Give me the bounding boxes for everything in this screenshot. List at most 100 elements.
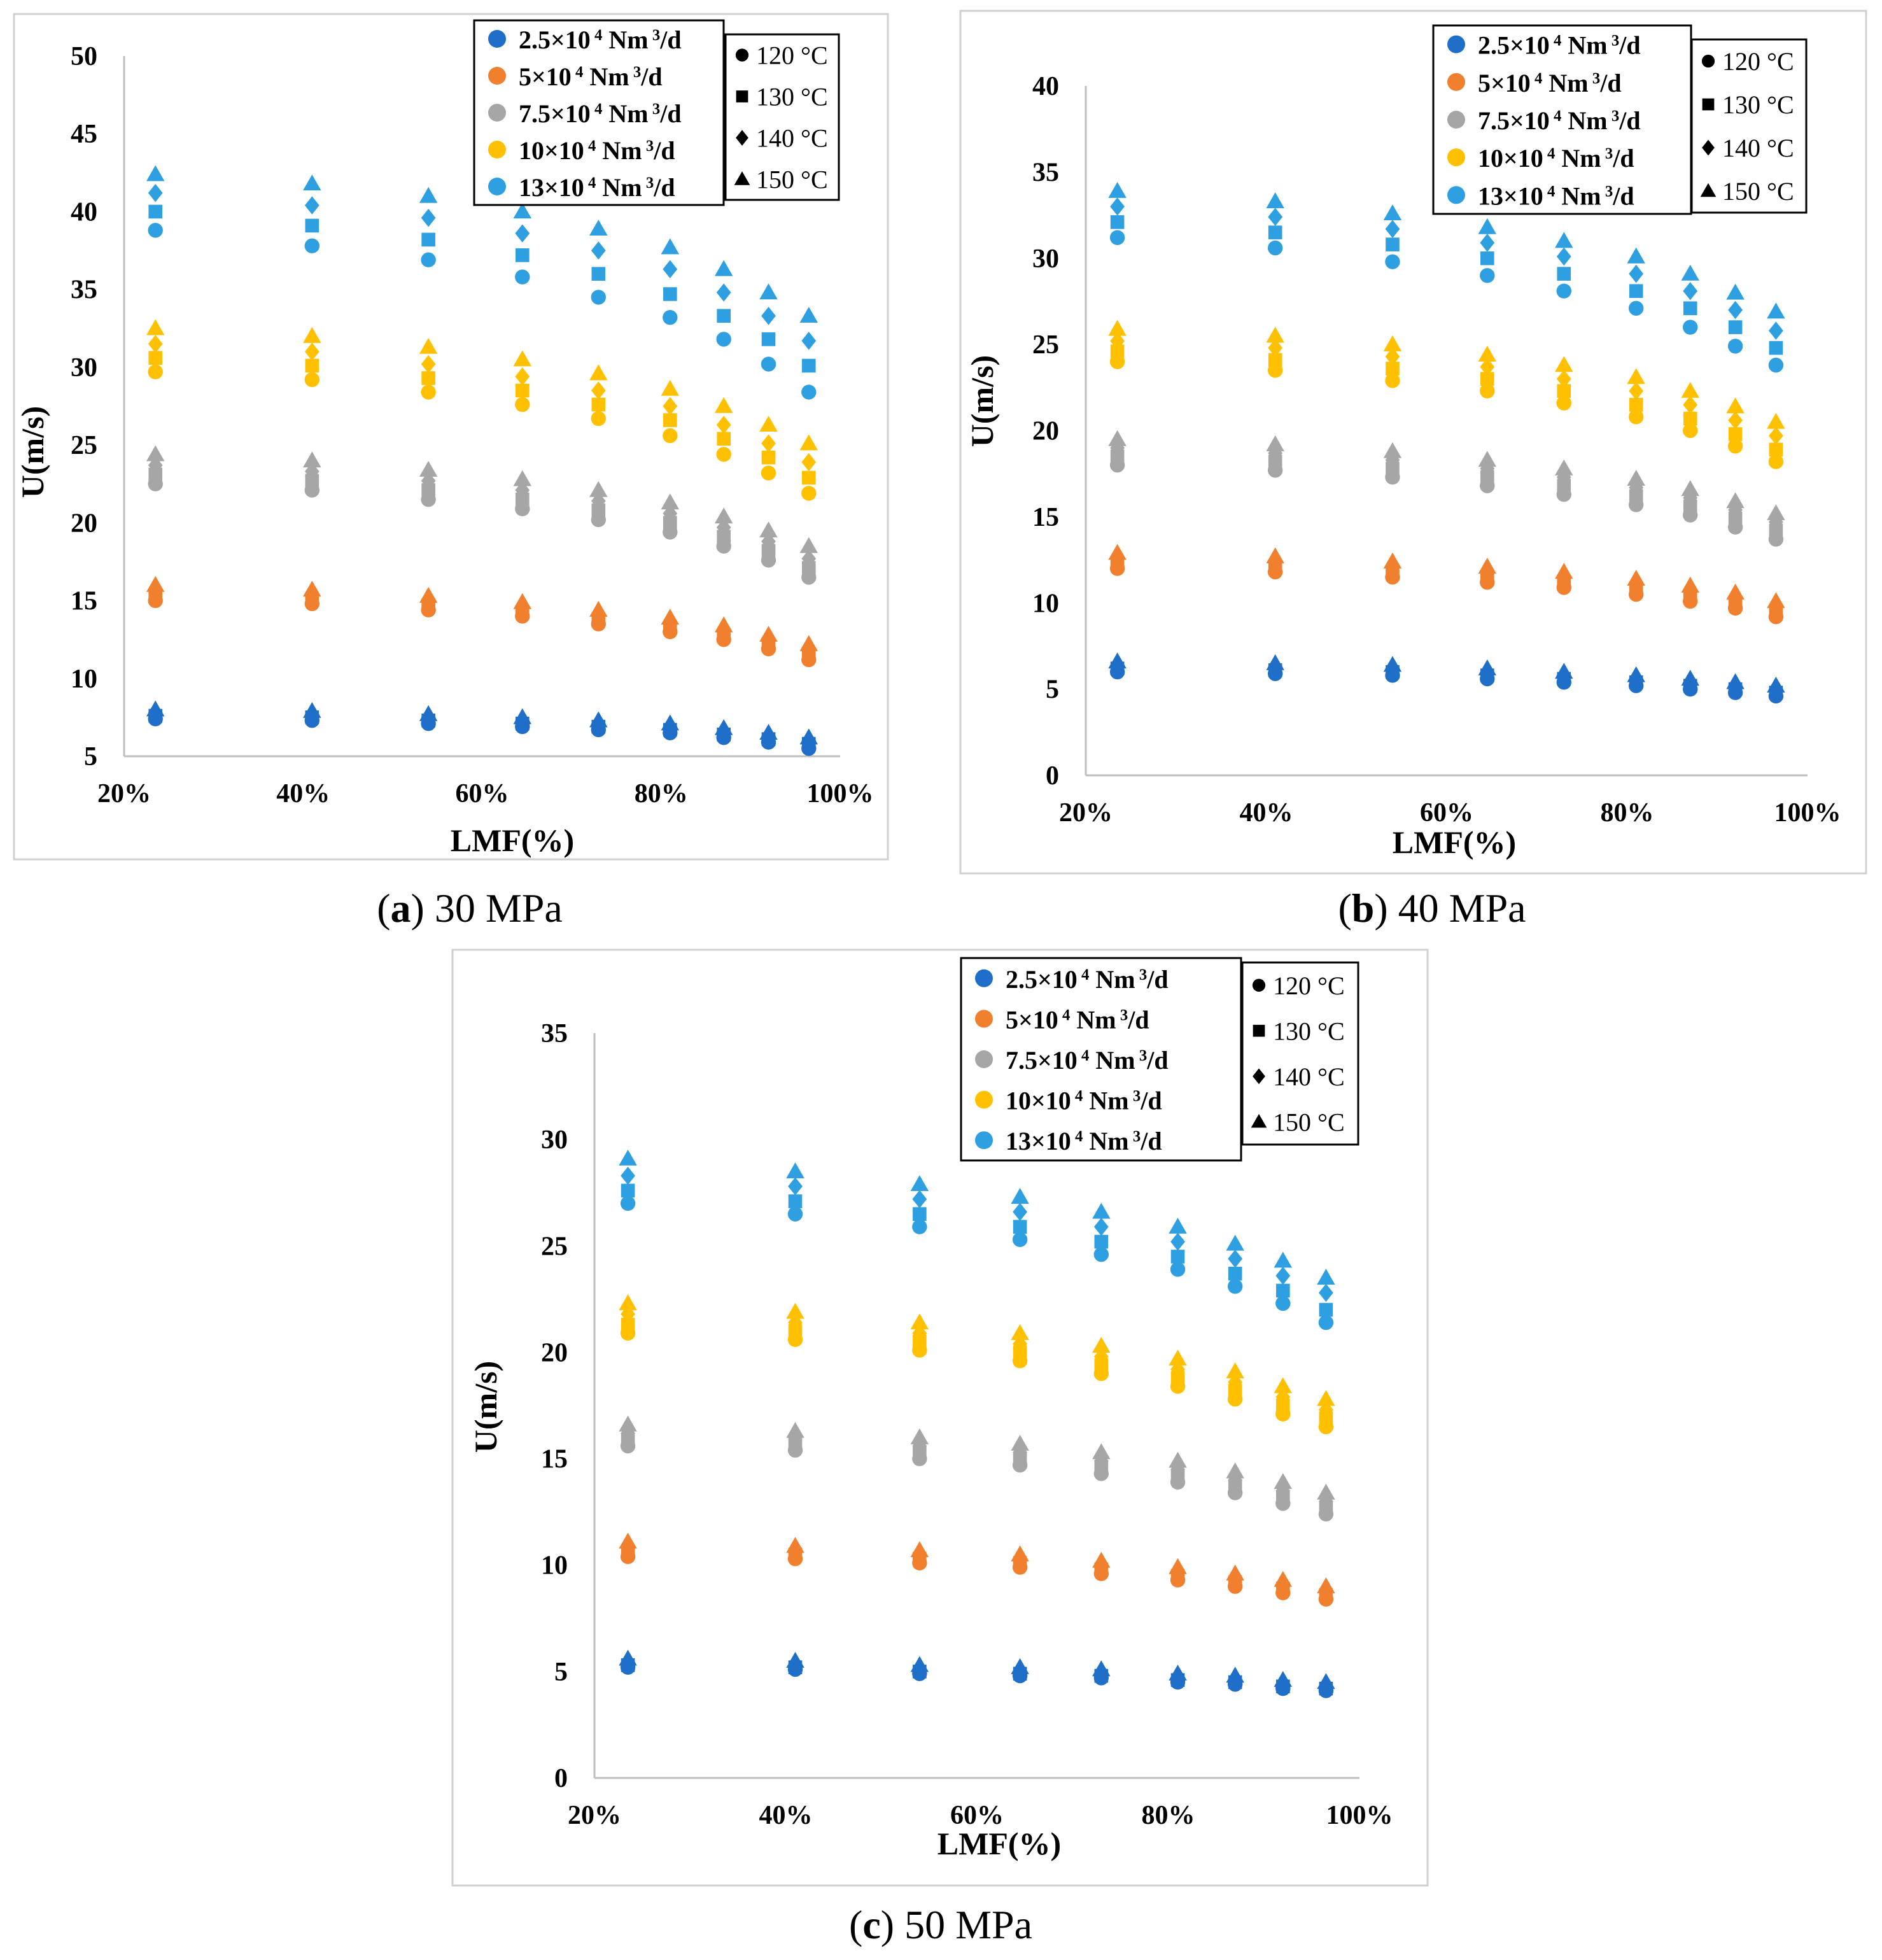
y-tick-label: 10: [71, 665, 97, 694]
data-point: [910, 1175, 929, 1192]
data-point: [1170, 1262, 1186, 1277]
data-point: [1169, 1664, 1187, 1681]
data-point: [1012, 1232, 1028, 1247]
data-point: [303, 174, 321, 191]
data-point: [1268, 353, 1282, 367]
data-point: [1480, 372, 1494, 386]
data-point: [1317, 1577, 1335, 1593]
data-point: [1726, 397, 1745, 414]
data-point: [1383, 335, 1402, 351]
x-tick-label: 80%: [635, 779, 688, 808]
data-point: [1275, 1266, 1291, 1285]
x-tick-label: 80%: [1601, 798, 1654, 828]
data-point: [1169, 1558, 1187, 1574]
data-point: [716, 332, 731, 347]
data-point: [1317, 1390, 1335, 1406]
legend-swatch: [975, 1050, 993, 1068]
data-point: [1170, 1250, 1185, 1264]
y-tick-label: 30: [541, 1125, 568, 1155]
data-point: [304, 196, 320, 215]
data-point: [1555, 459, 1573, 476]
data-point: [1557, 384, 1571, 398]
legend-flow-label: 5×10 4 Nm 3/d: [1478, 69, 1622, 97]
data-point: [1274, 1377, 1293, 1393]
x-tick-label: 100%: [1326, 1801, 1393, 1830]
data-point: [714, 719, 733, 735]
data-point: [1108, 320, 1127, 336]
data-point: [146, 700, 165, 717]
legend-flow-label: 2.5×10 4 Nm 3/d: [519, 25, 682, 54]
temp-legend-box: [1241, 961, 1359, 1146]
legend-flow-label: 7.5×10 4 Nm 3/d: [1006, 1046, 1169, 1075]
data-point: [759, 724, 778, 740]
data-point: [1478, 218, 1497, 234]
data-point: [759, 283, 778, 300]
data-point: [801, 358, 816, 373]
data-point: [799, 537, 818, 553]
data-point: [1268, 339, 1283, 357]
data-point: [148, 204, 163, 219]
data-point: [1767, 592, 1785, 609]
legend-flow-label: 2.5×10 4 Nm 3/d: [1006, 965, 1169, 994]
data-point: [1386, 362, 1400, 376]
y-tick-label: 5: [1046, 675, 1059, 705]
x-tick-label: 20%: [97, 779, 151, 808]
data-point: [1767, 676, 1785, 693]
data-point: [1228, 1266, 1242, 1281]
flow-legend-box: [960, 957, 1242, 1162]
data-point: [1480, 251, 1494, 265]
data-point: [303, 702, 321, 718]
data-point: [591, 241, 606, 260]
data-point: [1170, 1360, 1185, 1379]
legend-flow-label: 13×10 4 Nm 3/d: [1006, 1127, 1162, 1155]
data-point: [1110, 344, 1125, 358]
data-point: [513, 593, 532, 609]
data-point: [1478, 558, 1497, 574]
y-tick-label: 35: [1032, 158, 1059, 187]
legend-marker: [1253, 1068, 1265, 1085]
chart-panel-c: 0 5 10 15 20 25 30 35 20% 40% 60% 80% 100% LMF(%) U(m/…: [451, 948, 1429, 1947]
chart-panel-a: 5 10 15 20 25 30 35 40 45 50 20% 40% 60% 80% 100% LMF(%…: [13, 13, 889, 931]
data-point: [1555, 356, 1573, 372]
data-point: [1274, 1570, 1293, 1587]
data-point: [663, 413, 677, 427]
data-point: [786, 1421, 804, 1438]
flow-legend: 2.5×10 4 Nm 3/d 5×10 4 Nm 3/d 7.5×10 4 Nm …: [473, 19, 725, 206]
data-point: [304, 238, 320, 253]
data-point: [1013, 1202, 1028, 1222]
data-point: [1011, 1545, 1029, 1562]
data-point: [1383, 204, 1402, 221]
data-point: [304, 372, 320, 388]
data-point: [619, 1294, 637, 1311]
y-tick-label: 50: [71, 42, 97, 71]
data-point: [761, 356, 776, 372]
data-point: [1110, 215, 1125, 229]
data-point: [1726, 492, 1745, 509]
data-point: [910, 1656, 929, 1672]
data-point: [303, 451, 321, 468]
data-point: [1383, 656, 1402, 672]
data-point: [912, 1219, 927, 1234]
data-point: [1629, 264, 1644, 283]
data-point: [761, 332, 776, 346]
x-tick-label: 20%: [1059, 798, 1113, 828]
data-point: [1317, 1673, 1335, 1689]
data-point: [1275, 1295, 1291, 1311]
data-point: [421, 252, 436, 267]
data-point: [663, 260, 678, 279]
data-point: [419, 337, 438, 354]
data-point: [1266, 654, 1284, 670]
data-point: [1011, 1324, 1029, 1341]
data-point: [759, 521, 778, 538]
data-point: [1170, 1460, 1185, 1479]
legend-swatch: [488, 30, 506, 48]
data-point: [1109, 230, 1125, 245]
legend-marker: [735, 48, 749, 62]
data-point: [1767, 412, 1785, 429]
data-point: [1728, 427, 1743, 441]
data-point: [421, 384, 436, 400]
data-point: [1266, 192, 1284, 209]
y-tick-label: 25: [1032, 330, 1059, 360]
y-axis-label: U(m/s): [964, 355, 1000, 447]
y-axis-label: U(m/s): [468, 1361, 503, 1453]
